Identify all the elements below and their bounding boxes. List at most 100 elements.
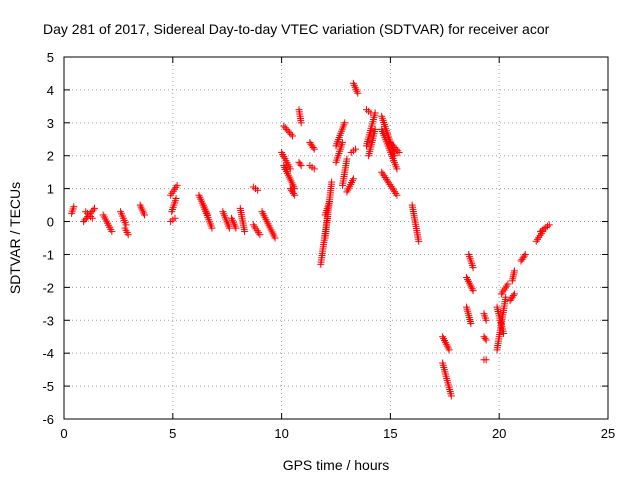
axis-ticks xyxy=(63,56,609,420)
grid xyxy=(64,57,608,419)
data-point xyxy=(296,160,304,168)
data-point xyxy=(384,177,392,185)
data-point xyxy=(389,142,397,150)
y-tick-label: 1 xyxy=(47,182,54,197)
x-tick-label: 5 xyxy=(169,426,176,441)
data-point xyxy=(481,334,489,342)
data-point xyxy=(389,186,397,194)
data-point xyxy=(545,221,553,229)
data-point xyxy=(89,206,97,214)
y-tick-label: -4 xyxy=(42,346,54,361)
data-point xyxy=(386,139,394,147)
data-point xyxy=(391,144,399,151)
chart-title: Day 281 of 2017, Sidereal Day-to-day VTE… xyxy=(43,21,550,37)
data-point xyxy=(280,122,288,130)
data-point xyxy=(415,237,423,245)
data-point xyxy=(521,250,529,258)
data-point xyxy=(385,179,393,187)
y-tick-label: -6 xyxy=(42,412,54,427)
data-point xyxy=(287,130,295,138)
data-point xyxy=(325,198,333,206)
data-point xyxy=(83,209,91,217)
data-point xyxy=(271,234,279,242)
y-tick-label: 3 xyxy=(47,116,54,131)
data-point xyxy=(379,170,387,178)
y-tick-label: -5 xyxy=(42,379,54,394)
data-point xyxy=(386,181,394,189)
data-point xyxy=(393,165,401,173)
data-point xyxy=(297,162,305,170)
y-axis-label: SDTVAR / TECUs xyxy=(7,182,23,294)
data-point xyxy=(343,155,351,163)
data-point xyxy=(286,165,294,173)
data-point xyxy=(502,293,510,301)
data-point xyxy=(309,144,317,151)
data-point xyxy=(367,109,375,117)
data-point xyxy=(500,329,508,337)
data-point xyxy=(70,203,78,211)
data-point xyxy=(310,165,318,173)
data-point xyxy=(82,208,90,216)
data-point xyxy=(394,147,402,155)
data-point xyxy=(290,190,298,198)
y-tick-label: 4 xyxy=(47,83,54,98)
data-point xyxy=(339,139,347,147)
data-point xyxy=(286,129,294,137)
data-point xyxy=(392,145,400,153)
data-point xyxy=(256,231,264,239)
y-tick-label: -3 xyxy=(42,313,54,328)
data-point xyxy=(291,191,299,199)
data-point xyxy=(141,211,149,219)
data-point xyxy=(469,264,477,272)
y-tick-labels: 5 4 3 2 1 0 -1 -2 -3 -4 -5 -6 xyxy=(42,50,54,427)
data-point xyxy=(328,178,336,186)
plot-frame xyxy=(63,56,609,420)
data-point xyxy=(393,191,401,199)
data-point xyxy=(241,227,249,235)
data-point xyxy=(381,173,389,181)
data-point xyxy=(510,290,518,298)
data-point xyxy=(382,175,390,183)
x-tick-label: 20 xyxy=(492,426,506,441)
data-point xyxy=(88,214,96,222)
data-point xyxy=(297,119,305,127)
data-point xyxy=(352,145,360,153)
data-point xyxy=(124,231,132,239)
data-point xyxy=(445,346,453,354)
data-point xyxy=(171,214,179,222)
data-point xyxy=(392,189,400,197)
x-tick-label: 0 xyxy=(60,426,67,441)
data-point xyxy=(504,280,512,288)
x-tick-labels: 0 5 10 15 20 25 xyxy=(60,426,615,441)
data-point xyxy=(388,140,396,148)
data-point xyxy=(283,125,291,133)
data-point xyxy=(388,184,396,192)
y-tick-label: -1 xyxy=(42,247,54,262)
data-point xyxy=(391,188,399,196)
data-point xyxy=(395,148,403,156)
data-point xyxy=(482,336,490,344)
data-point xyxy=(354,89,362,97)
data-point xyxy=(87,213,95,221)
y-tick-label: 5 xyxy=(47,50,54,65)
data-point xyxy=(310,145,318,153)
data-point xyxy=(254,186,262,194)
data-point xyxy=(387,182,395,190)
data-point xyxy=(90,204,98,212)
data-point xyxy=(173,181,181,189)
y-tick-label: 2 xyxy=(47,149,54,164)
data-point xyxy=(371,125,379,133)
data-point xyxy=(108,227,116,235)
data-point xyxy=(544,222,552,230)
data-point xyxy=(510,267,518,275)
y-tick-label: -2 xyxy=(42,280,54,295)
data-point xyxy=(482,356,490,364)
data-point xyxy=(208,224,216,232)
data-point xyxy=(341,119,349,127)
data-point xyxy=(288,132,296,140)
data-point xyxy=(467,320,475,328)
data-point xyxy=(469,287,477,295)
data-point xyxy=(482,316,490,324)
data-point xyxy=(281,124,289,132)
